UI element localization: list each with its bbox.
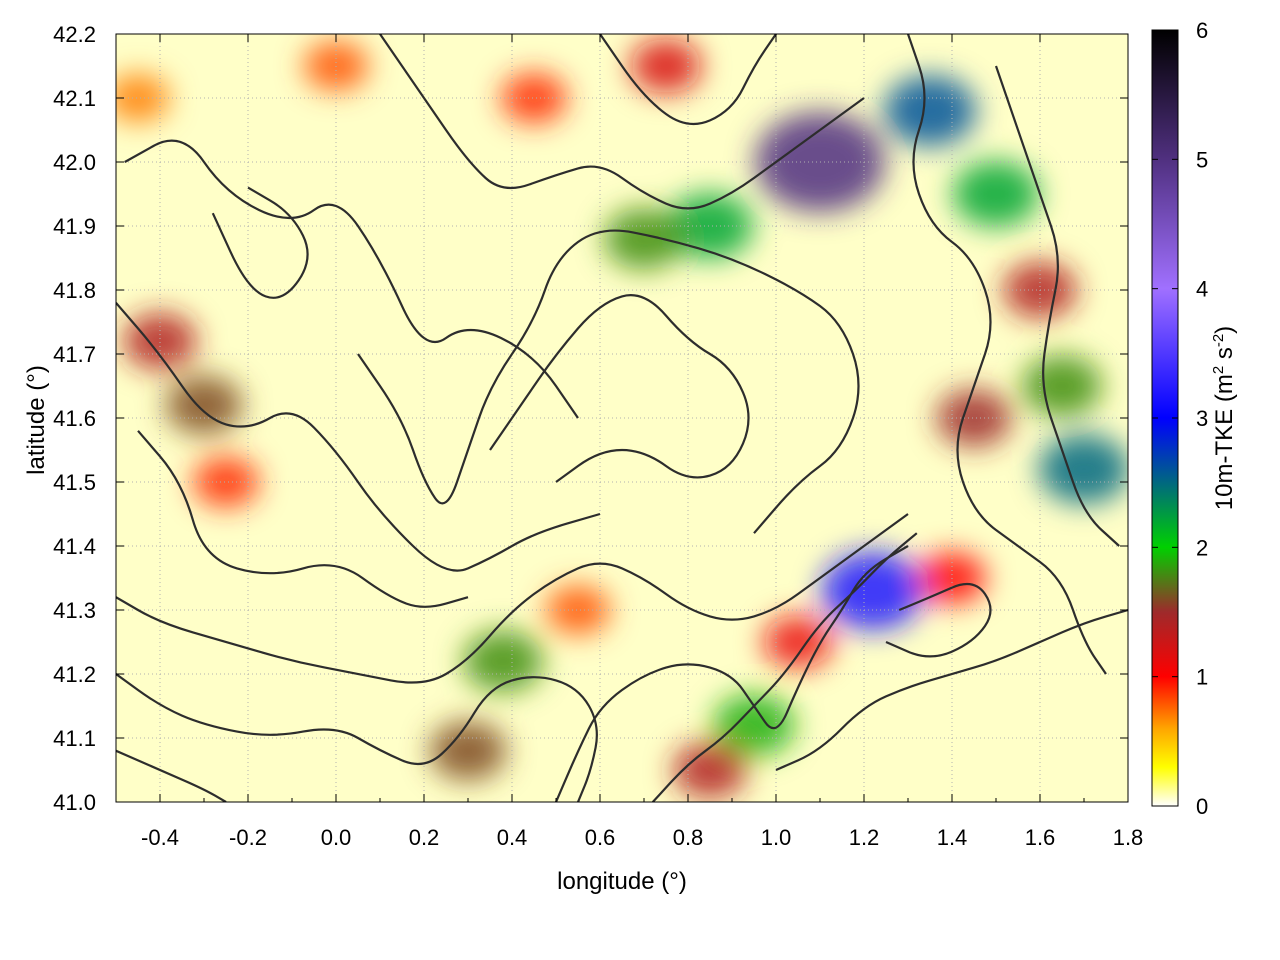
y-tick-label: 41.7 — [53, 342, 96, 367]
tke-hotspot — [936, 389, 1012, 447]
tke-hotspot — [883, 75, 977, 147]
x-tick-label: 0.8 — [673, 825, 704, 850]
x-tick-label: -0.4 — [141, 825, 179, 850]
tke-hotspot — [821, 551, 924, 630]
grid-lines — [116, 34, 1128, 802]
y-tick-label: 41.6 — [53, 406, 96, 431]
contour-line — [116, 302, 601, 572]
contour-line — [116, 673, 598, 802]
x-tick-label: 1.2 — [849, 825, 880, 850]
y-tick-label: 41.4 — [53, 534, 96, 559]
y-axis-label: latitude (°) — [23, 365, 50, 475]
colorbar-label-sup2: -2 — [1210, 334, 1227, 347]
tke-hotspot — [630, 38, 702, 94]
tke-hotspot — [500, 72, 568, 124]
y-tick-label: 41.5 — [53, 470, 96, 495]
x-tick-label: 1.8 — [1113, 825, 1144, 850]
contour-line — [137, 430, 469, 608]
colorbar-tick-label: 3 — [1196, 406, 1208, 431]
x-tick-label: 0.4 — [497, 825, 528, 850]
y-tick-label: 41.2 — [53, 662, 96, 687]
contour-line — [554, 545, 909, 802]
colorbar-tick-label: 4 — [1196, 277, 1208, 302]
contour-line — [124, 139, 579, 419]
contour-line — [116, 749, 227, 802]
x-tick-label: 0.0 — [321, 825, 352, 850]
contour-line — [357, 229, 860, 534]
contour-line — [906, 34, 1107, 675]
colorbar-tick-label: 0 — [1196, 794, 1208, 819]
colorbar-label: 10m-TKE (m2 s-2) — [1210, 326, 1238, 510]
x-tick-label: 0.2 — [409, 825, 440, 850]
colorbar-ticks: 0 1 2 3 4 5 6 — [1152, 18, 1208, 819]
colorbar-label-end: ) — [1211, 326, 1238, 334]
tke-hotspot — [429, 721, 507, 781]
tke-hotspot — [673, 741, 747, 799]
tke-hotspot — [192, 456, 260, 508]
colorbar-label-sup1: 2 — [1210, 366, 1227, 374]
colorbar-tick-label: 5 — [1196, 147, 1208, 172]
tke-hotspot — [1038, 434, 1128, 505]
y-tick-label: 42.1 — [53, 86, 96, 111]
colorbar-label-mid: s — [1211, 347, 1238, 366]
colorbar: 0 1 2 3 4 5 6 10m-TKE (m2 s-2) — [1151, 18, 1238, 819]
contour-line — [379, 34, 865, 210]
x-tick-label: 1.6 — [1025, 825, 1056, 850]
x-axis-label: longitude (°) — [557, 868, 687, 895]
x-axis: -0.4 -0.2 0.0 0.2 0.4 0.6 0.8 1.0 1.2 1.4 1.6 1.8 — [115, 34, 1144, 850]
x-tick-label: 0.6 — [585, 825, 616, 850]
y-tick-label: 41.0 — [53, 790, 96, 815]
tke-hotspot — [713, 693, 795, 757]
x-tick-label: -0.2 — [229, 825, 267, 850]
tke-hotspot — [123, 312, 197, 370]
colorbar-tick-label: 2 — [1196, 535, 1208, 560]
colorbar-tick-label: 1 — [1196, 665, 1208, 690]
contour-line — [885, 582, 992, 658]
tke-hotspot — [952, 160, 1040, 228]
tke-hotspot — [116, 73, 170, 123]
contour-line — [775, 608, 1128, 772]
y-axis: 41.0 41.1 41.2 41.3 41.4 41.5 41.6 41.7 41.8 41.9… — [53, 22, 1128, 815]
contour-line — [599, 34, 777, 126]
y-tick-label: 41.3 — [53, 598, 96, 623]
y-tick-label: 41.1 — [53, 726, 96, 751]
contour-line — [994, 65, 1120, 547]
colorbar-label-main: 10m-TKE (m — [1211, 374, 1238, 510]
colorbar-tick-label: 6 — [1196, 18, 1208, 43]
x-tick-label: 1.0 — [761, 825, 792, 850]
tke-hotspot — [763, 615, 833, 669]
y-tick-label: 42.2 — [53, 22, 96, 47]
plot-area — [115, 33, 1129, 803]
terrain-contours — [116, 34, 1128, 802]
contour-line — [116, 513, 909, 684]
tke-hotspot — [603, 208, 685, 270]
y-tick-label: 41.9 — [53, 214, 96, 239]
x-tick-label: 1.4 — [937, 825, 968, 850]
tke-hotspot — [463, 630, 544, 692]
y-tick-label: 42.0 — [53, 150, 96, 175]
contour-line — [651, 532, 918, 802]
y-tick-label: 41.8 — [53, 278, 96, 303]
contour-line — [489, 294, 750, 483]
contour-line — [211, 186, 309, 299]
tke-hotspot — [1021, 355, 1103, 417]
tke-hotspot — [545, 585, 611, 635]
